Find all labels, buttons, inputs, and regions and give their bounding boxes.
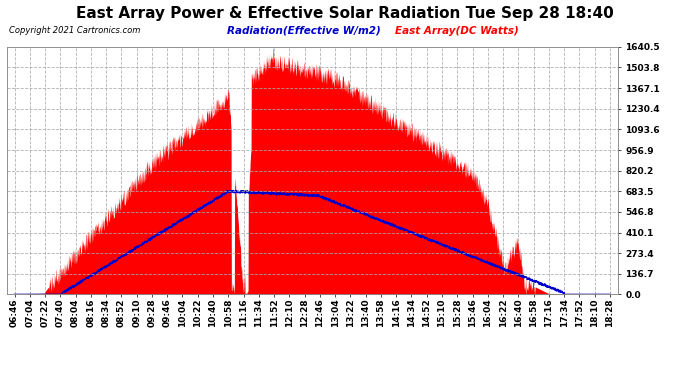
- Text: Copyright 2021 Cartronics.com: Copyright 2021 Cartronics.com: [9, 26, 140, 35]
- Text: East Array(DC Watts): East Array(DC Watts): [395, 26, 518, 36]
- Text: East Array Power & Effective Solar Radiation Tue Sep 28 18:40: East Array Power & Effective Solar Radia…: [76, 6, 614, 21]
- Text: Radiation(Effective W/m2): Radiation(Effective W/m2): [227, 26, 380, 36]
